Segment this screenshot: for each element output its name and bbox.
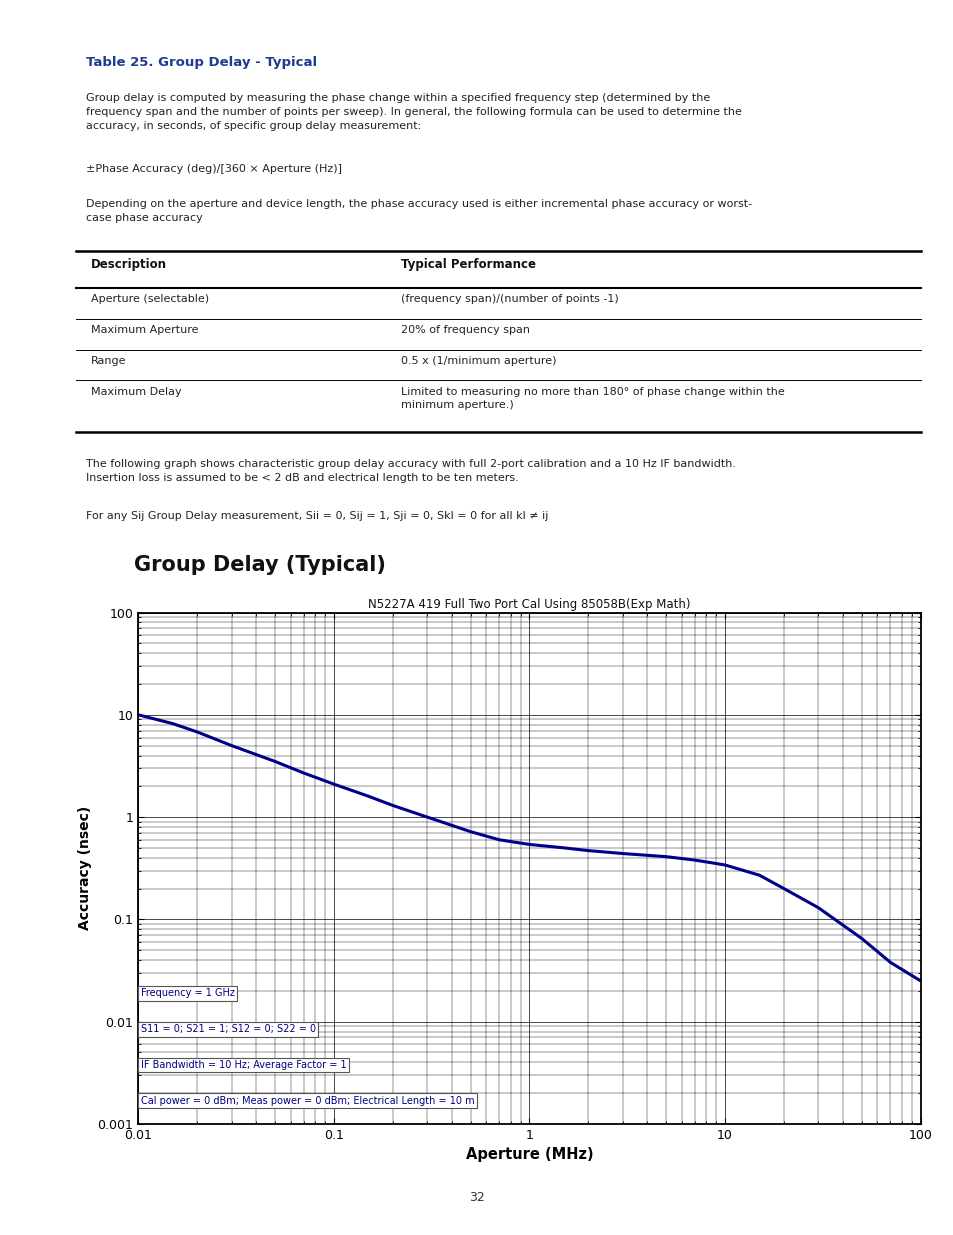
Text: Maximum Delay: Maximum Delay xyxy=(91,387,181,396)
Text: For any Sij Group Delay measurement, Sii = 0, Sij = 1, Sji = 0, Skl = 0 for all : For any Sij Group Delay measurement, Sii… xyxy=(86,511,548,521)
Text: The following graph shows characteristic group delay accuracy with full 2-port c: The following graph shows characteristic… xyxy=(86,459,735,483)
Text: Typical Performance: Typical Performance xyxy=(400,258,536,272)
Text: Cal power = 0 dBm; Meas power = 0 dBm; Electrical Length = 10 m: Cal power = 0 dBm; Meas power = 0 dBm; E… xyxy=(140,1095,474,1105)
Text: 0.5 x (1/minimum aperture): 0.5 x (1/minimum aperture) xyxy=(400,356,556,366)
Text: Table 25. Group Delay - Typical: Table 25. Group Delay - Typical xyxy=(86,56,316,69)
Title: N5227A 419 Full Two Port Cal Using 85058B(Exp Math): N5227A 419 Full Two Port Cal Using 85058… xyxy=(368,599,690,611)
Text: (frequency span)/(number of points -1): (frequency span)/(number of points -1) xyxy=(400,294,618,304)
Text: ±Phase Accuracy (deg)/[360 × Aperture (Hz)]: ±Phase Accuracy (deg)/[360 × Aperture (H… xyxy=(86,164,341,174)
Text: IF Bandwidth = 10 Hz; Average Factor = 1: IF Bandwidth = 10 Hz; Average Factor = 1 xyxy=(140,1060,346,1070)
Text: 20% of frequency span: 20% of frequency span xyxy=(400,325,529,335)
Text: Limited to measuring no more than 180° of phase change within the
minimum apertu: Limited to measuring no more than 180° o… xyxy=(400,387,783,410)
Text: Range: Range xyxy=(91,356,126,366)
Text: Frequency = 1 GHz: Frequency = 1 GHz xyxy=(140,988,234,998)
Text: Group delay is computed by measuring the phase change within a specified frequen: Group delay is computed by measuring the… xyxy=(86,93,741,131)
Text: Aperture (selectable): Aperture (selectable) xyxy=(91,294,209,304)
X-axis label: Aperture (MHz): Aperture (MHz) xyxy=(465,1147,593,1162)
Y-axis label: Accuracy (nsec): Accuracy (nsec) xyxy=(78,806,91,930)
Text: Description: Description xyxy=(91,258,167,272)
Text: Maximum Aperture: Maximum Aperture xyxy=(91,325,198,335)
Text: 32: 32 xyxy=(469,1192,484,1204)
Text: Depending on the aperture and device length, the phase accuracy used is either i: Depending on the aperture and device len… xyxy=(86,199,751,222)
Text: S11 = 0; S21 = 1; S12 = 0; S22 = 0: S11 = 0; S21 = 1; S12 = 0; S22 = 0 xyxy=(140,1024,315,1034)
Text: Group Delay (Typical): Group Delay (Typical) xyxy=(133,555,385,574)
